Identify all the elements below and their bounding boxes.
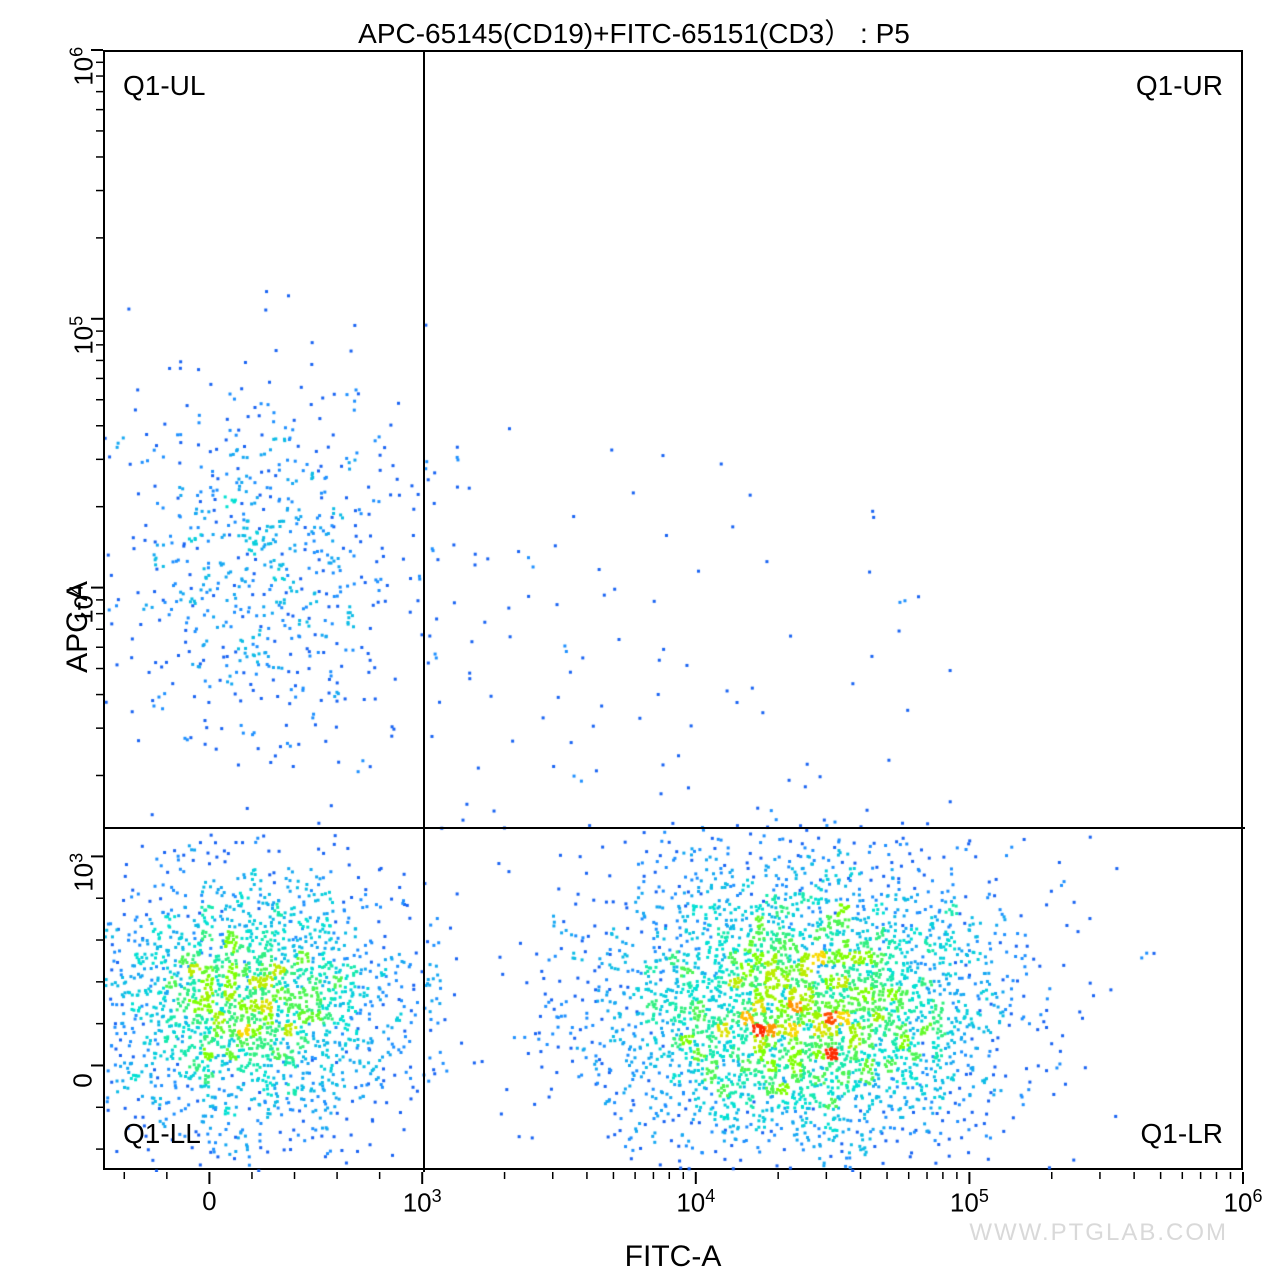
quadrant-label-ll: Q1-LL bbox=[123, 1118, 201, 1150]
y-tick-label: 104 bbox=[67, 584, 100, 623]
y-tick-label: 0 bbox=[68, 1074, 99, 1088]
quadrant-gate-vertical bbox=[423, 52, 425, 1172]
chart-title: APC-65145(CD19)+FITC-65151(CD3） : P5 bbox=[358, 12, 910, 52]
y-tick-label: 106 bbox=[67, 47, 100, 86]
plot-area: Q1-UL Q1-UR Q1-LL Q1-LR bbox=[103, 50, 1243, 1170]
scatter-canvas bbox=[105, 52, 1245, 1172]
flow-cytometry-chart: APC-65145(CD19)+FITC-65151(CD3） : P5 Q1-… bbox=[0, 0, 1268, 1287]
x-tick-label: 106 bbox=[1224, 1186, 1263, 1219]
quadrant-label-ur: Q1-UR bbox=[1136, 70, 1223, 102]
quadrant-label-lr: Q1-LR bbox=[1141, 1118, 1223, 1150]
x-tick-label: 103 bbox=[403, 1186, 442, 1219]
y-tick-label: 103 bbox=[67, 853, 100, 892]
x-axis-label: FITC-A bbox=[613, 1240, 733, 1274]
x-tick-label: 104 bbox=[676, 1186, 715, 1219]
x-tick-label: 105 bbox=[950, 1186, 989, 1219]
quadrant-label-ul: Q1-UL bbox=[123, 70, 205, 102]
watermark: WWW.PTGLAB.COM bbox=[969, 1219, 1228, 1247]
quadrant-gate-horizontal bbox=[105, 827, 1245, 829]
y-tick-label: 105 bbox=[67, 316, 100, 355]
x-tick-label: 0 bbox=[202, 1186, 216, 1217]
